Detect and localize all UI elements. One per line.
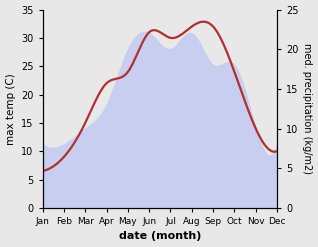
X-axis label: date (month): date (month) <box>119 231 201 242</box>
Y-axis label: med. precipitation (kg/m2): med. precipitation (kg/m2) <box>302 43 313 174</box>
Y-axis label: max temp (C): max temp (C) <box>5 73 16 144</box>
